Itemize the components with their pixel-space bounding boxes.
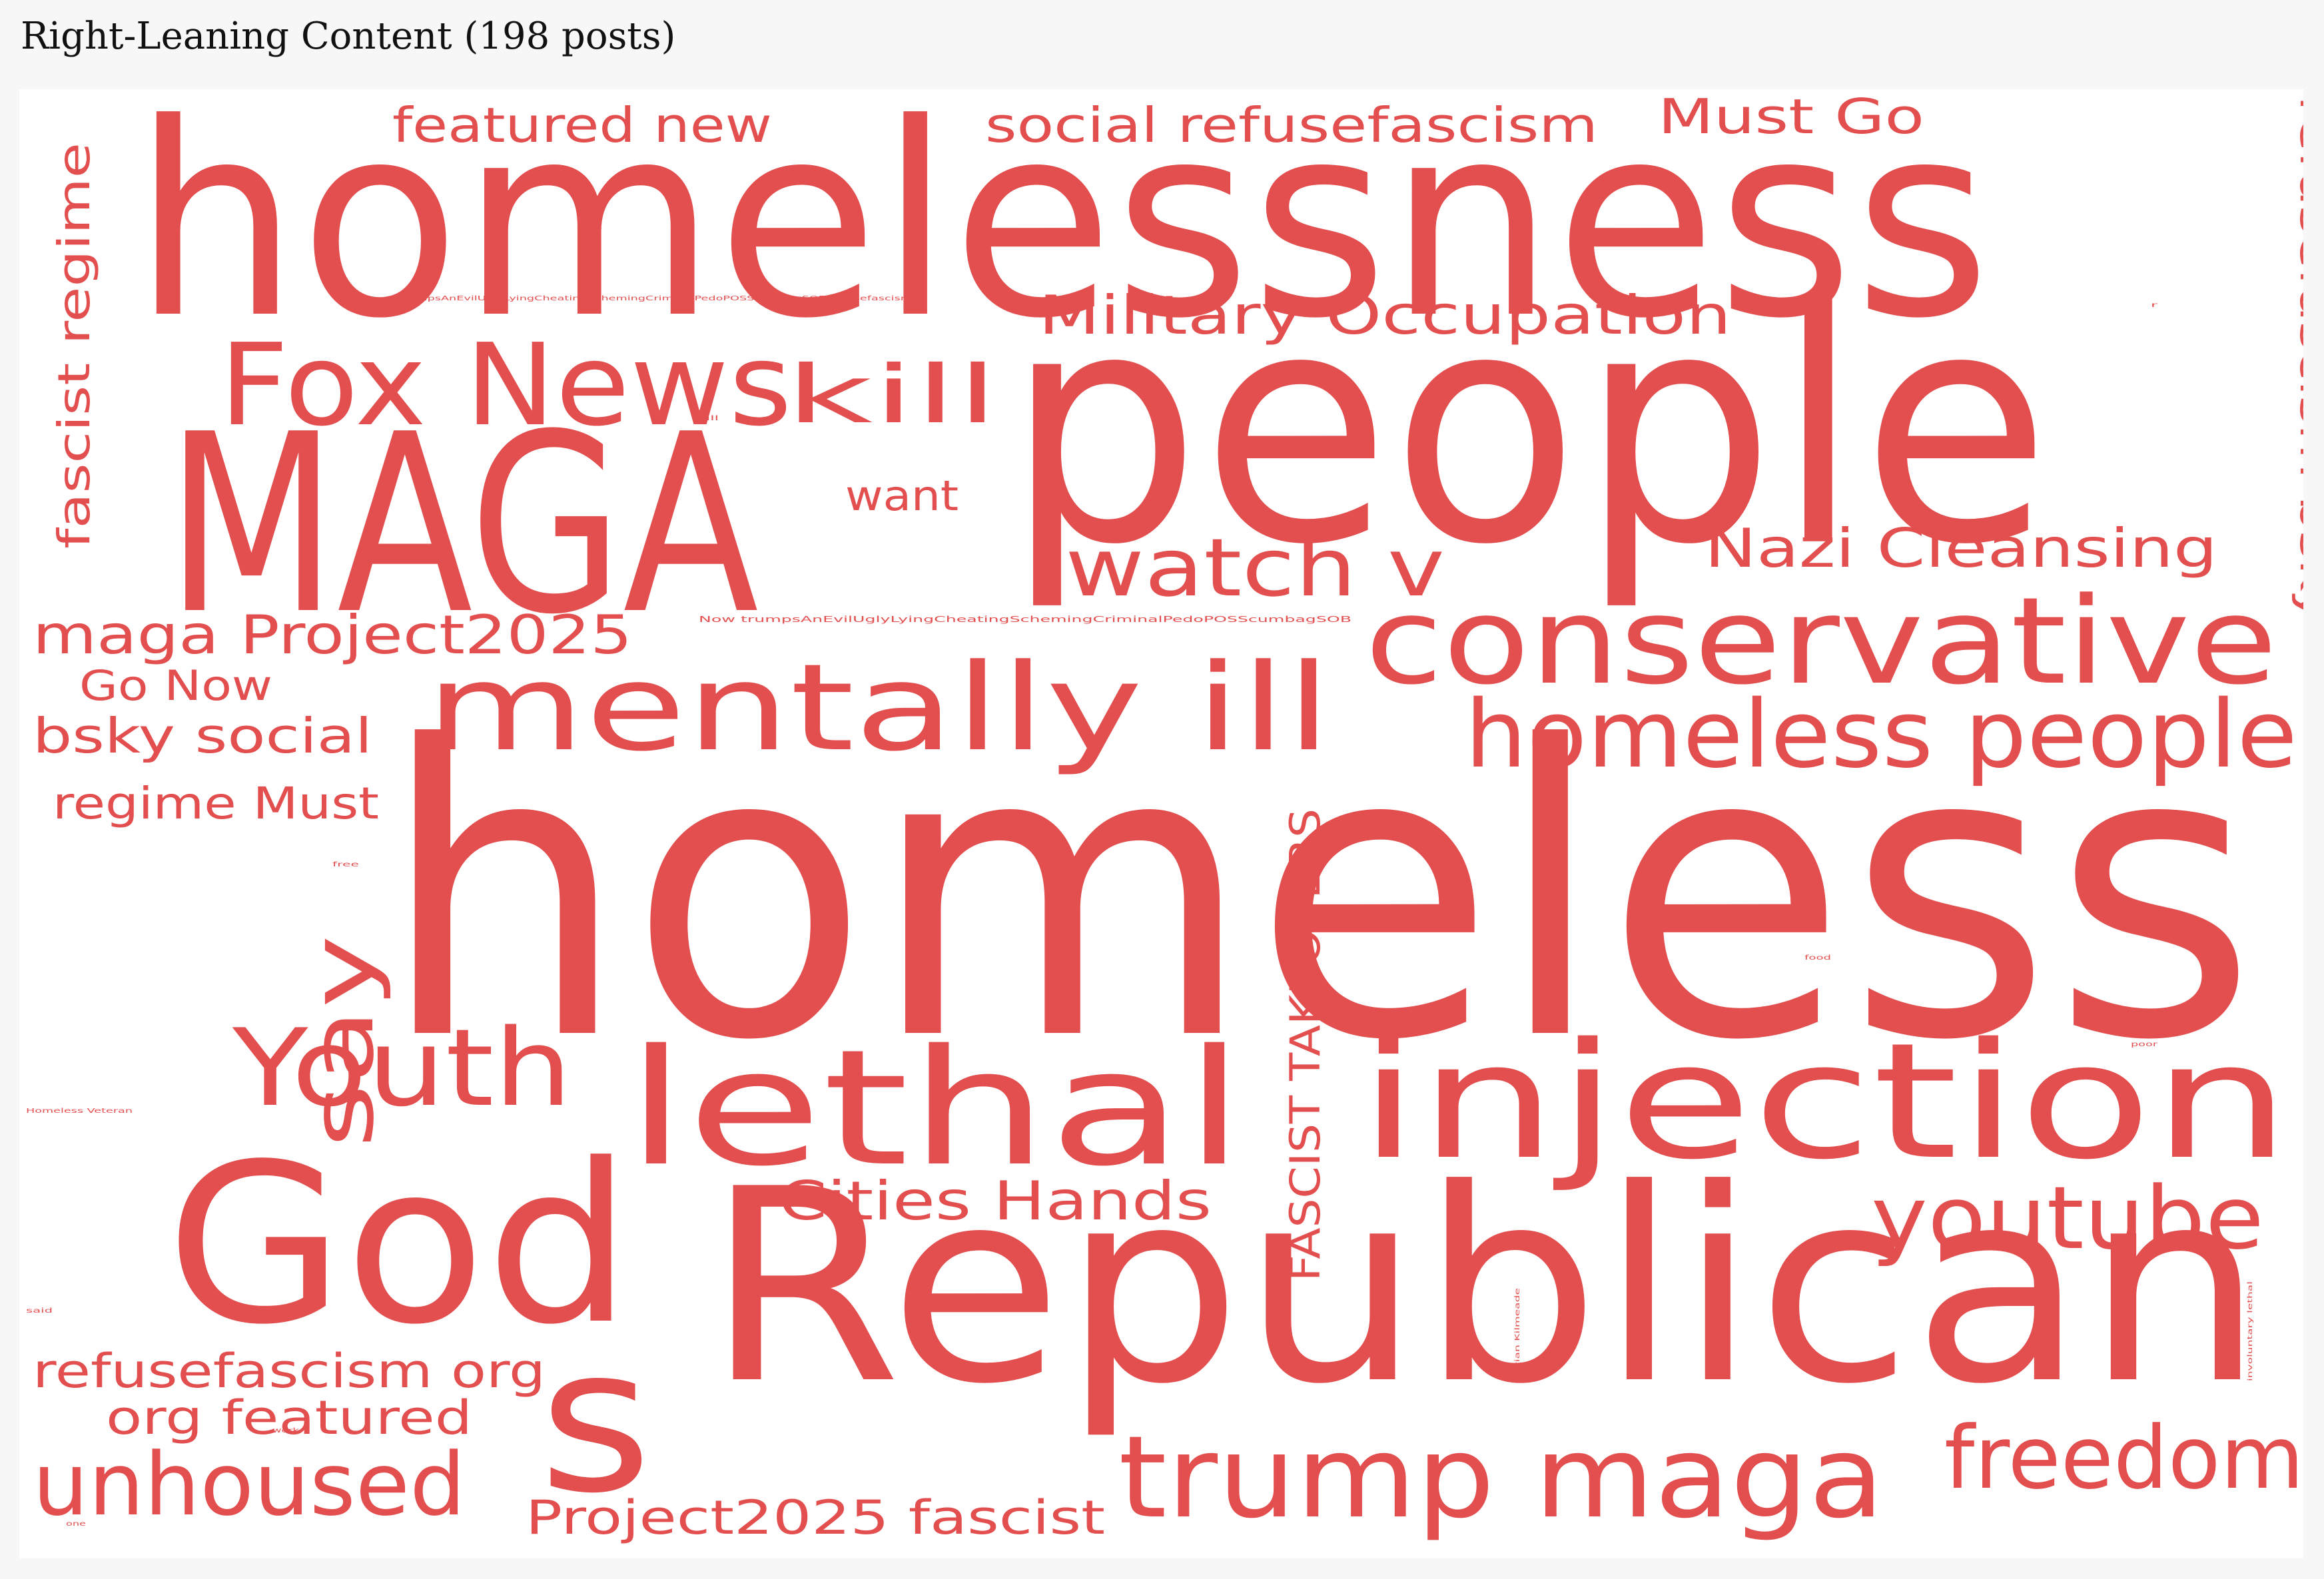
word-cloud-word: homeless people	[1465, 681, 2297, 789]
word-cloud-word: involuntary lethal	[2247, 1281, 2254, 1381]
word-cloud-word: kill	[785, 349, 998, 442]
word-cloud-word: homeless	[379, 662, 2257, 1127]
word-cloud-word: refusefascism org	[33, 1344, 546, 1399]
word-cloud-word: regime Must	[53, 778, 379, 829]
word-cloud-word: Project2025 fascist	[526, 1490, 1105, 1545]
word-cloud-word: Go Now	[79, 661, 272, 710]
word-cloud-word: social refusefascism	[985, 97, 1598, 153]
word-cloud-word: fascist regime	[49, 143, 100, 549]
word-cloud-word: Republican	[705, 1133, 2264, 1442]
word-cloud-word: trump maga	[1118, 1412, 1884, 1544]
word-cloud-word: mentally ill	[426, 639, 1332, 778]
word-cloud-word: refusefascism bsky	[2291, 96, 2303, 622]
word-cloud-word: org featured	[106, 1391, 472, 1445]
word-cloud-word: freedom	[1944, 1407, 2303, 1508]
word-cloud-word: Fox News	[219, 320, 792, 452]
word-cloud-word: Military Occupation	[1038, 284, 1731, 346]
word-cloud-word: God	[166, 1117, 632, 1373]
word-cloud-word: MAGA	[166, 382, 759, 669]
word-cloud-word: work	[272, 1427, 299, 1434]
word-cloud-word: people	[1005, 242, 2051, 615]
word-cloud-word: said	[26, 1307, 53, 1315]
word-cloud-word: Now trumpsAnEvilUglyLyingCheatingSchemin…	[699, 615, 1352, 624]
word-cloud-word: bsky social	[33, 708, 372, 764]
word-cloud-word: FASCIST TAKEOVERS	[1281, 808, 1330, 1281]
word-cloud-word: lethal	[625, 1015, 1245, 1201]
word-cloud-word: featured new	[392, 97, 772, 153]
word-cloud-word: youtube	[1871, 1167, 2264, 1269]
word-cloud-word: still	[692, 415, 719, 422]
word-cloud-word: Brian Kilmeade	[1514, 1288, 1521, 1375]
word-cloud: homelessness people MAGA homeless Republ…	[19, 89, 2303, 1558]
word-cloud-word: want	[845, 472, 959, 520]
word-cloud-word: food	[1804, 954, 1831, 962]
word-cloud-word: Homeless Veteran	[26, 1107, 133, 1115]
word-cloud-word: trumpsAnEvilUglyLyingCheatingSchemingCri…	[399, 295, 912, 302]
word-cloud-word: Must Go	[1658, 89, 1924, 145]
word-cloud-word: free	[332, 861, 359, 868]
word-cloud-word: maga Project2025	[33, 604, 632, 666]
word-cloud-word: poor	[2131, 1041, 2157, 1048]
page-title: Right-Leaning Content (198 posts)	[21, 15, 676, 58]
word-cloud-word: conservative	[1365, 572, 2277, 711]
word-cloud-word: r	[2151, 302, 2157, 309]
word-cloud-word: s	[539, 1305, 652, 1537]
word-cloud-word: unhoused	[33, 1434, 466, 1535]
word-cloud-word: Youth	[232, 1006, 572, 1130]
word-cloud-word: one	[66, 1520, 86, 1528]
word-cloud-word: watch v	[1065, 522, 1445, 615]
word-cloud-word: injection	[1358, 1008, 2291, 1195]
word-cloud-word: homelessness	[133, 89, 1991, 377]
word-cloud-word: Nazi Cleansing	[1705, 517, 2217, 579]
word-cloud-word: Cities Hands	[779, 1170, 1212, 1232]
